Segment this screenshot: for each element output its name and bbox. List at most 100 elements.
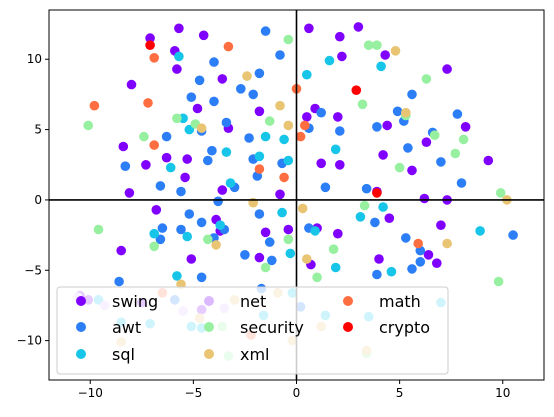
point-swing-33: [460, 122, 471, 132]
point-math-8: [295, 131, 306, 142]
point-xml-2: [283, 120, 294, 131]
legend-label-net: net: [240, 292, 266, 311]
point-security-23: [493, 276, 504, 287]
point-security-15: [328, 244, 339, 254]
point-swing-19: [382, 120, 393, 131]
point-awt-6: [209, 96, 219, 107]
point-swing-25: [124, 188, 135, 198]
point-security-9: [93, 224, 104, 235]
point-swing-22: [141, 160, 151, 170]
point-sql-15: [285, 248, 296, 259]
point-awt-42: [267, 255, 277, 266]
point-awt-1: [260, 26, 271, 36]
point-sql-5: [184, 124, 195, 135]
point-swing-29: [335, 160, 345, 170]
point-awt-13: [203, 155, 213, 166]
point-xml-5: [211, 240, 221, 250]
point-awt-21: [372, 122, 382, 132]
legend-label-math: math: [379, 292, 421, 311]
point-awt-3: [254, 68, 265, 79]
point-swing-9: [442, 64, 452, 74]
legend: swing awt sql net security xml math crypto: [56, 286, 449, 375]
point-awt-29: [456, 178, 467, 188]
point-security-10: [149, 241, 159, 252]
legend-marker-sql: [76, 349, 86, 359]
legend-marker-awt: [76, 322, 86, 332]
point-crypto-2: [372, 188, 382, 198]
point-sql-0: [174, 51, 184, 62]
point-awt-47: [415, 257, 426, 267]
point-security-18: [458, 134, 469, 145]
point-swing-10: [126, 79, 137, 90]
point-sql-24: [330, 262, 341, 273]
point-swing-15: [254, 106, 265, 117]
point-sql-10: [165, 162, 176, 173]
y-tick-label: 10: [27, 52, 42, 66]
x-tick-label: −10: [78, 386, 103, 400]
point-awt-55: [196, 272, 207, 283]
point-xml-1: [275, 100, 285, 111]
point-awt-4: [194, 75, 205, 86]
point-security-12: [260, 262, 271, 273]
point-sql-14: [277, 207, 287, 218]
point-awt-54: [114, 276, 124, 287]
point-swing-46: [436, 220, 446, 230]
x-tick-label: 0: [293, 386, 301, 400]
point-xml-0: [242, 71, 252, 81]
point-xml-6: [297, 203, 308, 214]
y-tick-label: 0: [34, 193, 42, 207]
point-awt-8: [248, 89, 258, 100]
point-xml-7: [302, 254, 312, 264]
point-swing-48: [186, 254, 197, 264]
point-swing-21: [161, 152, 172, 163]
point-awt-44: [370, 217, 380, 228]
point-swing-32: [421, 137, 432, 147]
point-awt-34: [176, 186, 186, 197]
point-security-6: [172, 113, 182, 124]
legend-marker-net: [204, 296, 214, 306]
point-math-5: [149, 140, 159, 150]
point-security-13: [283, 234, 294, 245]
legend-label-swing: swing: [112, 292, 158, 311]
legend-label-security: security: [240, 318, 304, 337]
point-awt-50: [155, 234, 166, 245]
point-sql-6: [221, 147, 232, 157]
point-security-22: [495, 188, 506, 198]
point-sql-19: [172, 271, 182, 281]
point-security-19: [450, 148, 461, 159]
point-swing-7: [337, 51, 347, 62]
x-tick-label: 5: [396, 386, 404, 400]
point-awt-19: [120, 161, 131, 171]
point-swing-52: [423, 250, 434, 260]
point-sql-17: [215, 220, 225, 230]
point-sql-7: [279, 134, 289, 145]
point-swing-13: [192, 103, 203, 114]
point-awt-48: [508, 230, 518, 240]
point-security-16: [394, 162, 405, 173]
point-swing-6: [353, 22, 364, 32]
point-math-9: [279, 172, 289, 183]
point-awt-18: [161, 131, 172, 142]
point-awt-7: [236, 84, 246, 94]
point-sql-25: [386, 266, 397, 277]
point-security-7: [139, 131, 149, 142]
point-security-11: [203, 234, 213, 245]
point-swing-24: [180, 172, 190, 183]
point-sql-8: [283, 155, 294, 166]
point-awt-41: [264, 237, 275, 247]
point-math-1: [223, 41, 234, 52]
point-swing-17: [302, 112, 312, 122]
point-swing-30: [378, 150, 388, 160]
point-awt-28: [436, 157, 446, 167]
point-sql-23: [355, 212, 366, 222]
point-swing-3: [198, 30, 209, 41]
legend-marker-crypto: [343, 322, 353, 332]
legend-marker-security: [204, 322, 214, 332]
point-security-1: [363, 40, 374, 50]
point-awt-0: [209, 57, 219, 67]
point-xml-9: [390, 46, 401, 56]
point-awt-27: [452, 109, 463, 119]
point-sql-18: [149, 228, 159, 239]
point-awt-40: [254, 209, 265, 219]
point-awt-12: [244, 133, 254, 143]
